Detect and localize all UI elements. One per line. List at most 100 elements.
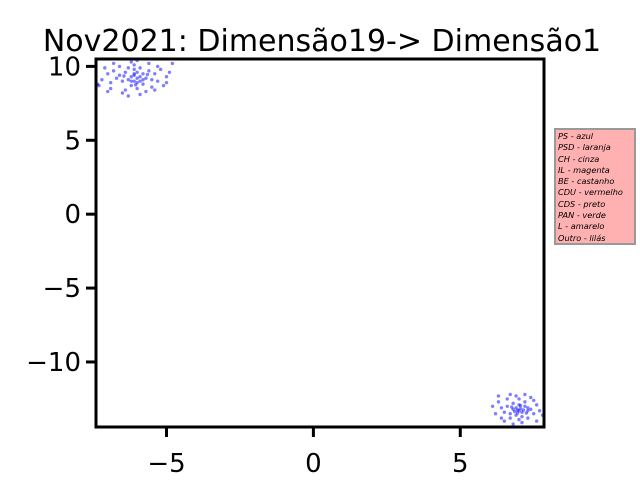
data-point [147, 69, 151, 73]
data-point [164, 80, 169, 85]
data-point [515, 408, 520, 412]
plot-frame [94, 57, 546, 429]
data-point [518, 403, 523, 408]
y-tick-label: −5 [43, 274, 81, 304]
data-point [532, 398, 536, 403]
data-point [517, 417, 521, 422]
data-point [126, 94, 131, 98]
data-point [490, 404, 495, 409]
data-point [141, 72, 145, 76]
data-point [496, 400, 501, 404]
x-tick-label: 0 [305, 449, 322, 479]
data-point [512, 409, 517, 414]
data-point [114, 76, 119, 80]
data-point [164, 75, 169, 79]
data-point [499, 406, 504, 410]
legend-entry-outro: Outro - lilás [558, 232, 606, 243]
data-point [138, 79, 142, 83]
data-point [141, 82, 145, 86]
data-point [129, 79, 133, 83]
y-tick-label: −10 [26, 348, 81, 378]
data-point [521, 408, 526, 412]
data-point [132, 72, 136, 76]
data-point [126, 66, 131, 70]
data-point [135, 86, 139, 91]
data-point [534, 419, 539, 423]
data-point [103, 66, 107, 70]
data-point [505, 397, 509, 401]
data-point [534, 403, 539, 407]
data-point [517, 397, 521, 401]
data-point [120, 91, 125, 95]
data-point [111, 61, 116, 66]
data-point [524, 411, 529, 415]
data-point [523, 404, 527, 409]
data-point [520, 414, 524, 419]
legend-entry-ps: PS - azul [558, 131, 594, 141]
legend-entry-psd: PSD - laranja [558, 142, 611, 153]
data-point [537, 409, 542, 413]
legend-entry-cds: CDS - preto [558, 198, 606, 209]
chart-title: Nov2021: Dimensão19-> Dimensão1 [43, 24, 601, 59]
data-point [132, 63, 136, 67]
data-point [518, 406, 523, 411]
data-point [496, 394, 501, 398]
data-point [499, 416, 504, 420]
data-point [145, 72, 150, 77]
data-point [144, 76, 148, 80]
data-point [155, 79, 160, 83]
data-point [133, 83, 138, 87]
data-point [505, 404, 509, 409]
data-point [153, 72, 157, 76]
data-point [153, 88, 157, 92]
legend-box: PS - azul PSD - laranja CH - cinza IL - … [554, 128, 636, 245]
data-point [502, 419, 507, 423]
data-point [515, 411, 520, 415]
data-point [132, 67, 136, 72]
data-point [108, 80, 113, 85]
data-point [150, 77, 154, 82]
data-point [132, 79, 136, 83]
y-tick-label: 10 [48, 52, 81, 82]
data-point [135, 76, 139, 80]
data-point [123, 70, 128, 75]
data-point [117, 64, 122, 69]
x-tick-label: 5 [452, 449, 469, 479]
data-point [167, 70, 172, 75]
data-point [106, 72, 110, 76]
data-point [529, 407, 533, 411]
legend-entry-il: IL - magenta [558, 164, 610, 175]
data-point [150, 85, 154, 89]
data-point [144, 89, 148, 94]
x-tick-label: −5 [147, 449, 185, 479]
data-point [511, 422, 515, 426]
data-point [502, 410, 507, 414]
data-point [493, 411, 498, 416]
data-point [138, 75, 142, 79]
data-point [138, 92, 142, 97]
data-point [523, 392, 527, 397]
data-point [529, 395, 533, 400]
data-point [138, 66, 142, 70]
data-point [508, 392, 512, 397]
legend-entry-cdu: CDU - vermelho [558, 187, 623, 198]
data-point [526, 406, 530, 410]
data-point [523, 400, 527, 404]
data-point [123, 88, 128, 92]
data-point [161, 83, 166, 88]
data-point [526, 416, 530, 420]
legend-entry-pan: PAN - verde [558, 210, 606, 221]
legend-entry-l: L - amarelo [558, 221, 605, 232]
data-point [532, 411, 536, 416]
legend-entry-be: BE - castanho [558, 176, 615, 187]
data-point [158, 67, 163, 72]
data-point [170, 61, 175, 66]
data-point [520, 420, 524, 425]
data-point [126, 77, 131, 82]
data-point [514, 394, 518, 398]
data-point [508, 411, 512, 416]
data-point [117, 73, 122, 77]
data-point [120, 79, 125, 83]
y-tick-label: 5 [64, 126, 81, 156]
